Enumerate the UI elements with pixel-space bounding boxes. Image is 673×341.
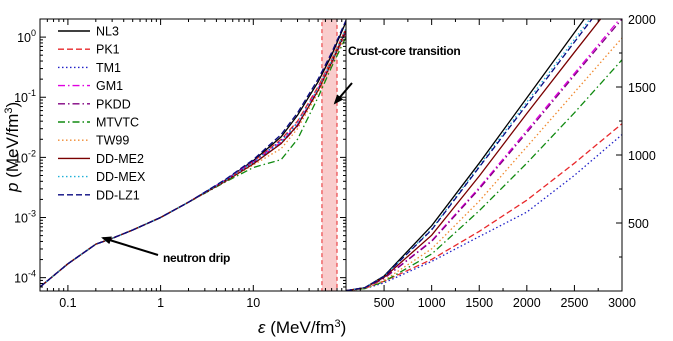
legend-label-tm1: TM1	[96, 61, 121, 75]
crust-core-label: Crust-core transition	[348, 44, 460, 58]
right-series-group	[346, 19, 622, 291]
right-series-mtvtc	[346, 59, 622, 291]
left-x-tick-label: 10	[246, 296, 260, 310]
left-axis-ticks: 0.1 1 10 10-4 10-3 10-2 10-1 100	[14, 19, 347, 310]
right-y-tick-label: 1000	[628, 149, 656, 163]
right-y-tick-label: 1500	[628, 81, 656, 95]
legend-label-nl3: NL3	[96, 25, 119, 39]
left-x-tick-label: 0.1	[59, 296, 76, 310]
legend-label-dd-lz1: DD-LZ1	[96, 188, 140, 202]
right-panel: 500 1000 1500 2000 2500 3000 500 1000 1500 2000	[345, 13, 656, 310]
crust-core-arrow	[333, 82, 353, 105]
right-plot-frame	[345, 18, 623, 292]
left-series-tw99	[40, 34, 346, 288]
annotations: neutron drip Crust-core transition	[101, 44, 461, 265]
left-series-mtvtc	[40, 36, 346, 288]
right-series-tm1	[346, 134, 622, 291]
left-series-dd-lz1	[40, 20, 346, 288]
right-series-pk1	[346, 123, 622, 291]
neutron-drip-arrow	[101, 236, 159, 256]
legend: NL3 PK1 TM1 GM1 PKDD MTVTC TW99 DD-ME2 DD-MEX DD-…	[58, 25, 146, 202]
right-y-tick-label: 500	[628, 217, 649, 231]
left-y-tick-label: 10-2	[14, 148, 36, 165]
left-series-dd-mex	[40, 28, 346, 288]
y-axis-title: p (MeV/fm3)	[3, 102, 22, 193]
left-x-tick-label: 1	[157, 296, 164, 310]
right-axis-ticks: 500 1000 1500 2000 2500 3000 500 1000 1500 2000	[359, 13, 656, 310]
legend-label-dd-mex: DD-MEX	[96, 170, 146, 184]
left-panel: 0.1 1 10 10-4 10-3 10-2 10-1 100	[14, 18, 347, 310]
legend-label-dd-me2: DD-ME2	[96, 152, 144, 166]
left-y-tick-label: 10-3	[14, 209, 36, 226]
right-series-pkdd	[346, 19, 622, 291]
left-series-nl3	[40, 21, 346, 288]
right-y-tick-label: 2000	[628, 13, 656, 27]
right-series-gm1	[346, 19, 621, 291]
left-y-tick-label: 100	[17, 28, 36, 45]
right-x-tick-label: 1500	[465, 296, 493, 310]
legend-label-gm1: GM1	[96, 79, 123, 93]
x-axis-title: ε (MeV/fm3)	[258, 318, 346, 337]
legend-label-tw99: TW99	[96, 134, 129, 148]
left-series-pkdd	[40, 32, 346, 288]
right-x-tick-label: 3000	[608, 296, 636, 310]
left-y-tick-label: 10-4	[14, 269, 36, 286]
legend-label-pk1: PK1	[96, 43, 120, 57]
right-series-dd-lz1	[346, 19, 593, 291]
right-x-tick-label: 500	[374, 296, 395, 310]
right-x-tick-label: 2500	[561, 296, 589, 310]
right-series-tw99	[346, 37, 622, 291]
right-x-tick-label: 1000	[418, 296, 446, 310]
left-y-tick-label: 10-1	[14, 88, 36, 105]
left-series-tm1	[40, 32, 346, 288]
neutron-drip-label: neutron drip	[163, 251, 230, 265]
left-series-group	[40, 20, 346, 288]
legend-label-mtvtc: MTVTC	[96, 116, 139, 130]
right-x-tick-label: 2000	[513, 296, 541, 310]
legend-label-pkdd: PKDD	[96, 97, 131, 111]
left-series-pk1	[40, 28, 346, 288]
